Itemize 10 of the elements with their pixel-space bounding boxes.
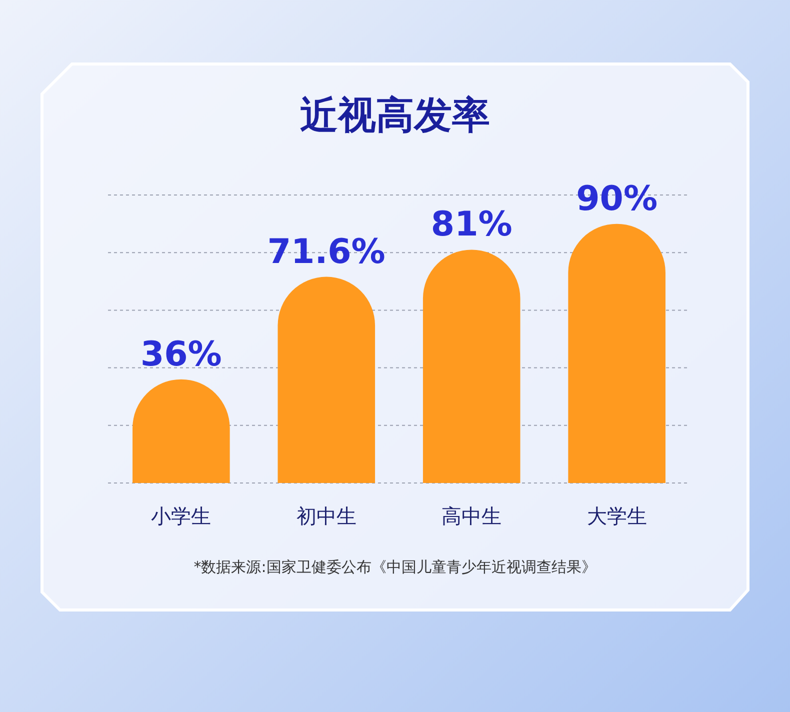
x-tick-label: 大学生: [586, 504, 647, 528]
x-tick-label: 小学生: [151, 504, 212, 528]
data-label: 81%: [430, 204, 512, 245]
x-tick-label: 高中生: [442, 504, 502, 528]
chart-title: 近视高发率: [300, 93, 490, 137]
text: *数据来源:国家卫健委公布《中国儿童青少年近视调查结果》: [194, 558, 596, 576]
data-label: 90%: [576, 178, 658, 219]
data-label: 71.6%: [267, 232, 386, 272]
data-label: 36%: [140, 334, 222, 374]
x-tick-label: 初中生: [296, 504, 356, 528]
